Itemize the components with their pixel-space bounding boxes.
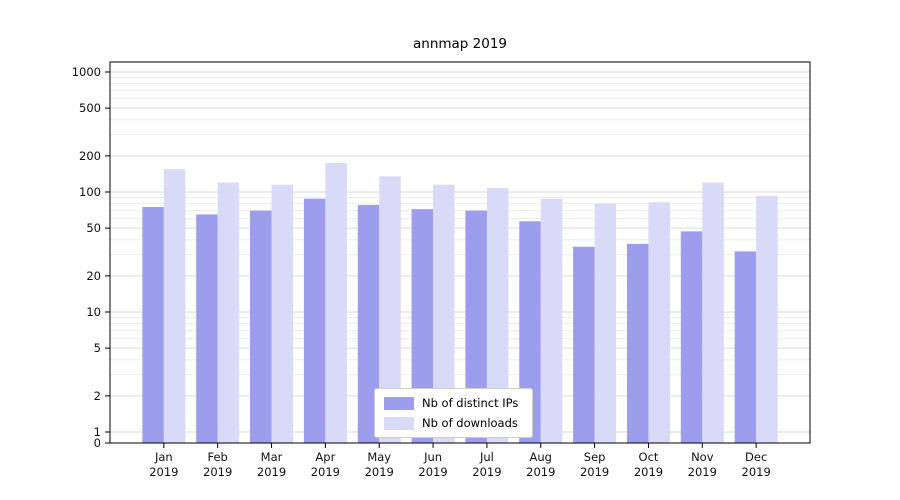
bar-distinct-ips bbox=[411, 209, 434, 443]
legend: Nb of distinct IPs Nb of downloads bbox=[374, 388, 534, 438]
bar-distinct-ips bbox=[519, 221, 541, 443]
bar-downloads bbox=[702, 182, 724, 444]
y-tick-label: 20 bbox=[86, 269, 101, 283]
bar-distinct-ips bbox=[465, 210, 487, 443]
x-tick-label-month: Jan bbox=[154, 450, 173, 464]
bar-downloads bbox=[486, 187, 509, 443]
x-tick-label-year: 2019 bbox=[742, 465, 771, 479]
legend-item-ips: Nb of distinct IPs bbox=[384, 396, 518, 410]
x-tick-label-month: Nov bbox=[691, 450, 714, 464]
x-tick-label-month: Apr bbox=[315, 450, 335, 464]
x-tick-label-month: Aug bbox=[530, 450, 552, 464]
legend-swatch-downloads bbox=[384, 416, 414, 430]
x-tick-label-month: Jul bbox=[479, 450, 494, 464]
bar-downloads bbox=[594, 203, 617, 443]
x-tick-label-month: Jun bbox=[423, 450, 442, 464]
x-tick-label-year: 2019 bbox=[257, 465, 286, 479]
legend-swatch-ips bbox=[384, 396, 414, 410]
x-tick-label-year: 2019 bbox=[688, 465, 717, 479]
bar-downloads bbox=[540, 198, 563, 443]
bar-distinct-ips bbox=[142, 206, 164, 443]
y-tick-label: 1 bbox=[94, 425, 101, 439]
y-tick-label: 2 bbox=[94, 389, 101, 403]
x-tick-label-year: 2019 bbox=[418, 465, 447, 479]
x-tick-label-month: Mar bbox=[261, 450, 283, 464]
x-tick-label-month: Oct bbox=[639, 450, 659, 464]
y-tick-label: 200 bbox=[79, 149, 101, 163]
bar-distinct-ips bbox=[626, 243, 649, 443]
bar-downloads bbox=[756, 195, 778, 443]
x-tick-label-year: 2019 bbox=[580, 465, 609, 479]
y-tick-label: 5 bbox=[94, 341, 101, 355]
bar-downloads bbox=[271, 184, 294, 444]
x-tick-label-year: 2019 bbox=[311, 465, 340, 479]
bar-distinct-ips bbox=[250, 210, 272, 443]
bar-distinct-ips bbox=[573, 246, 595, 443]
bar-downloads bbox=[217, 182, 240, 444]
x-tick-label-month: May bbox=[367, 450, 391, 464]
y-tick-label: 100 bbox=[79, 185, 101, 199]
x-tick-label-year: 2019 bbox=[203, 465, 232, 479]
legend-label-ips: Nb of distinct IPs bbox=[422, 396, 519, 410]
x-tick-label-year: 2019 bbox=[472, 465, 501, 479]
bar-distinct-ips bbox=[734, 251, 757, 443]
bar-distinct-ips bbox=[196, 214, 218, 443]
bar-downloads bbox=[325, 162, 347, 443]
y-tick-label: 10 bbox=[86, 305, 101, 319]
x-tick-label-year: 2019 bbox=[634, 465, 663, 479]
bar-distinct-ips bbox=[680, 231, 703, 443]
x-tick-label-month: Sep bbox=[584, 450, 606, 464]
bar-distinct-ips bbox=[303, 198, 326, 443]
x-tick-label-month: Dec bbox=[745, 450, 767, 464]
y-tick-label: 500 bbox=[79, 101, 101, 115]
plot-border bbox=[109, 61, 811, 444]
chart-title: annmap 2019 bbox=[412, 36, 508, 52]
bar-downloads bbox=[379, 176, 401, 443]
bar-downloads bbox=[163, 169, 186, 443]
x-tick-label-year: 2019 bbox=[149, 465, 178, 479]
x-tick-label-month: Feb bbox=[208, 450, 228, 464]
bar-downloads bbox=[433, 184, 455, 444]
y-tick-label: 1000 bbox=[72, 65, 101, 79]
y-tick-label: 50 bbox=[86, 221, 101, 235]
legend-label-downloads: Nb of downloads bbox=[422, 416, 518, 430]
bar-distinct-ips bbox=[357, 204, 380, 443]
x-tick-label-year: 2019 bbox=[365, 465, 394, 479]
y-tick-label: 0 bbox=[94, 436, 101, 450]
bar-downloads bbox=[648, 202, 670, 443]
legend-item-downloads: Nb of downloads bbox=[384, 416, 518, 430]
x-tick-label-year: 2019 bbox=[526, 465, 555, 479]
